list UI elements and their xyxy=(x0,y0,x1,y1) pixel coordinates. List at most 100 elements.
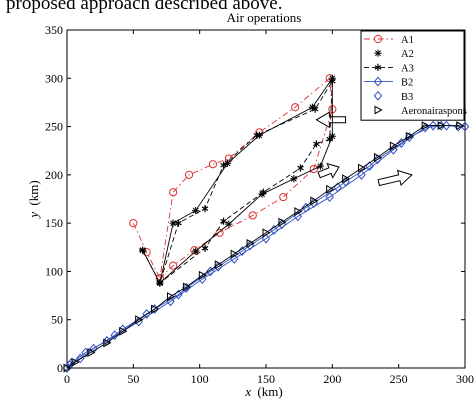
data-point-a1 xyxy=(169,261,178,270)
data-point-b3 xyxy=(301,202,311,213)
data-point-aeronairaspons xyxy=(135,315,144,325)
x-tick-label: 250 xyxy=(390,372,408,386)
data-point-aeronairaspons xyxy=(437,121,446,131)
legend-marker-b3 xyxy=(373,90,383,101)
data-point-b3 xyxy=(269,224,279,235)
direction-arrow-3 xyxy=(377,169,413,187)
data-point-a3 xyxy=(201,205,209,213)
data-point-a1 xyxy=(215,228,224,237)
data-point-b2 xyxy=(325,192,334,203)
series-b2 xyxy=(62,120,470,373)
y-tick-label: 0 xyxy=(57,361,63,375)
legend-label: Aeronairaspons xyxy=(401,106,467,117)
data-point-aeronairaspons xyxy=(151,304,160,314)
data-point-b2 xyxy=(261,233,271,244)
data-point-aeronairaspons xyxy=(326,184,335,194)
data-point-a2 xyxy=(192,247,200,255)
data-point-a3 xyxy=(220,217,227,225)
data-point-aeronairaspons xyxy=(294,207,303,216)
data-point-a3 xyxy=(139,246,146,254)
data-point-a1 xyxy=(279,192,288,202)
legend-label: A2 xyxy=(401,49,414,60)
data-point-a3 xyxy=(253,131,261,139)
x-axis-label: x (km) xyxy=(244,384,282,399)
data-point-a1 xyxy=(291,103,300,112)
legend-marker-b2 xyxy=(373,76,383,87)
data-point-aeronairaspons xyxy=(310,196,319,206)
data-point-a3 xyxy=(201,244,209,252)
data-point-aeronairaspons xyxy=(456,121,465,131)
legend: A1 A2 A3 B2 B3 Aeronairaspons xyxy=(360,30,467,121)
data-point-aeronairaspons xyxy=(421,121,430,131)
data-point-b3 xyxy=(436,120,446,131)
data-point-aeronairaspons xyxy=(119,326,128,336)
data-point-aeronairaspons xyxy=(405,131,414,141)
data-point-aeronairaspons xyxy=(103,338,112,348)
y-axis-var: y xyxy=(26,212,41,220)
data-point-a3 xyxy=(329,77,336,85)
data-point-a1 xyxy=(184,170,194,179)
data-point-a3 xyxy=(297,164,304,172)
direction-arrows xyxy=(315,111,413,187)
data-point-a2 xyxy=(169,219,177,227)
data-point-a2 xyxy=(223,159,232,167)
data-point-a3 xyxy=(311,105,319,113)
data-point-aeronairaspons xyxy=(389,141,399,151)
chart-title: Air operations xyxy=(227,10,302,25)
data-point-aeronairaspons xyxy=(358,163,367,173)
data-point-aeronairaspons xyxy=(198,270,207,280)
series-a1 xyxy=(129,74,337,283)
data-point-aeronairaspons xyxy=(87,348,96,357)
data-point-a1 xyxy=(129,219,138,228)
direction-arrow-2 xyxy=(317,162,340,179)
data-point-b3 xyxy=(237,246,247,257)
y-tick-label: 50 xyxy=(51,313,63,327)
x-tick-label: 200 xyxy=(323,372,341,386)
x-tick-label: 150 xyxy=(257,372,275,386)
x-axis-var: x xyxy=(244,384,251,399)
data-point-a1 xyxy=(309,164,318,174)
data-point-b2 xyxy=(389,144,398,155)
data-point-a2 xyxy=(258,190,266,198)
x-tick-label: 0 xyxy=(64,372,70,386)
legend-label: B2 xyxy=(401,78,413,89)
legend-marker-a2 xyxy=(374,49,382,57)
data-point-b3 xyxy=(76,353,85,364)
data-point-aeronairaspons xyxy=(373,153,383,162)
direction-arrow-1 xyxy=(315,111,347,129)
series-aeronairaspons xyxy=(63,121,465,373)
data-point-a3 xyxy=(326,135,333,143)
data-point-aeronairaspons xyxy=(278,217,287,227)
y-tick-label: 150 xyxy=(45,216,63,230)
y-tick-label: 250 xyxy=(45,120,63,134)
legend-label: A3 xyxy=(401,63,414,74)
y-axis-label: y (km) xyxy=(26,180,41,219)
x-ticks: 0 50 100 150 200 250 300 xyxy=(64,30,474,386)
legend-label: B3 xyxy=(401,92,413,103)
x-tick-label: 300 xyxy=(456,372,474,386)
data-point-aeronairaspons xyxy=(214,260,223,270)
data-point-a3 xyxy=(156,279,164,287)
x-axis-unit: (km) xyxy=(257,384,282,399)
data-point-aeronairaspons xyxy=(71,357,80,367)
y-axis-unit: (km) xyxy=(26,180,41,205)
data-point-b3 xyxy=(428,120,438,131)
legend-label: A1 xyxy=(401,35,414,46)
legend-marker-aeronairaspons xyxy=(374,105,383,115)
data-point-a2 xyxy=(316,162,324,170)
y-ticks: 0 50 100 150 200 250 300 350 xyxy=(45,23,465,375)
legend-box xyxy=(360,30,465,121)
data-point-aeronairaspons xyxy=(246,238,255,248)
data-point-a1 xyxy=(190,246,199,255)
series-line-a3 xyxy=(142,79,333,285)
data-point-a2 xyxy=(255,131,263,139)
legend-marker-a3 xyxy=(374,63,382,71)
data-point-b3 xyxy=(206,266,215,277)
data-point-a3 xyxy=(175,219,182,227)
caption-fragment: proposed approach described above. xyxy=(6,0,283,14)
x-tick-label: 100 xyxy=(191,372,209,386)
y-tick-label: 200 xyxy=(45,168,63,182)
series-line-a1 xyxy=(132,77,333,280)
y-tick-label: 350 xyxy=(45,23,63,37)
